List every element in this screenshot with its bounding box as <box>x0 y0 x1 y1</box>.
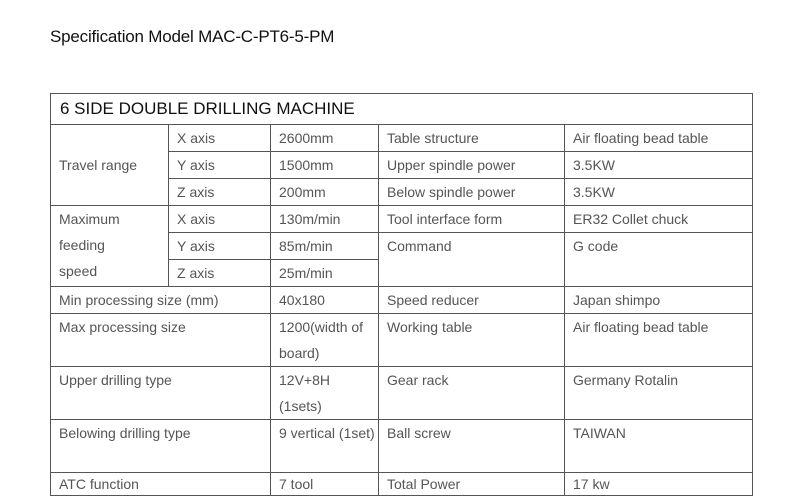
row-label: Upper drilling type <box>50 366 271 420</box>
row-value: 1200(width of board) <box>270 313 379 367</box>
spec-label: Speed reducer <box>378 286 565 314</box>
row-label: Max processing size <box>50 313 271 367</box>
feeding-label-line: speed <box>59 263 98 279</box>
spec-label: Command <box>378 232 565 287</box>
spec-value: Japan shimpo <box>563 286 754 314</box>
axis-value: 130m/min <box>270 205 379 233</box>
spec-label: Upper spindle power <box>378 151 565 179</box>
row-label: Min processing size (mm) <box>50 286 271 314</box>
row-label: ATC function <box>50 472 271 496</box>
spec-table: 6 SIDE DOUBLE DRILLING MACHINE Travel ra… <box>49 93 754 496</box>
spec-value: TAIWAN <box>563 419 754 473</box>
axis-value: 25m/min <box>270 259 379 287</box>
feeding-label-line: feeding <box>59 237 105 253</box>
row-value: 12V+8H (1sets) <box>270 366 379 420</box>
spec-value: 3.5KW <box>563 178 754 206</box>
spec-value: Air floating bead table <box>563 313 754 367</box>
table-row: Belowing drilling type 9 vertical (1set)… <box>50 419 754 473</box>
spec-label: Total Power <box>378 472 565 496</box>
axis-label: Z axis <box>168 259 271 287</box>
spec-value: G code <box>563 232 754 287</box>
axis-label: Y axis <box>168 151 271 179</box>
spec-label: Tool interface form <box>378 205 565 233</box>
spec-label: Gear rack <box>378 366 565 420</box>
spec-label: Ball screw <box>378 419 565 473</box>
axis-label: Y axis <box>168 232 271 260</box>
table-row: Max processing size 1200(width of board)… <box>50 313 754 367</box>
spec-value: Germany Rotalin <box>563 366 754 420</box>
table-row: Z axis 25m/min <box>51 259 753 287</box>
axis-value: 1500mm <box>270 151 379 179</box>
axis-label: X axis <box>168 205 271 233</box>
spec-label: Table structure <box>378 124 565 152</box>
travel-range-label: Travel range <box>50 124 169 206</box>
axis-value: 85m/min <box>270 232 379 260</box>
spec-label: Below spindle power <box>378 178 565 206</box>
table-heading-row: 6 SIDE DOUBLE DRILLING MACHINE <box>49 93 754 125</box>
feeding-label-line: Maximum <box>59 211 120 227</box>
table-row: Maximum feeding speed X axis 130m/min To… <box>50 205 754 287</box>
row-value: 9 vertical (1set) <box>270 419 379 473</box>
row-label: Belowing drilling type <box>50 419 271 473</box>
spec-value: 3.5KW <box>563 151 754 179</box>
row-value: 7 tool <box>270 472 379 496</box>
axis-label: Z axis <box>168 178 271 206</box>
axis-value: 2600mm <box>270 124 379 152</box>
page-title: Specification Model MAC-C-PT6-5-PM <box>50 27 335 46</box>
row-value: 40x180 <box>270 286 379 314</box>
spec-value: 17 kw <box>563 472 754 496</box>
table-row: Travel range X axis 2600mm Table structu… <box>50 124 754 206</box>
axis-value: 200mm <box>270 178 379 206</box>
table-row: Y axis 1500mm Upper spindle power 3.5KW <box>51 151 754 179</box>
spec-value: Air floating bead table <box>563 124 754 152</box>
table-row: Y axis 85m/min Command G code <box>51 232 754 287</box>
table-row: Min processing size (mm) 40x180 Speed re… <box>50 286 754 314</box>
table-row: Z axis 200mm Below spindle power 3.5KW <box>51 178 754 206</box>
axis-label: X axis <box>168 124 271 152</box>
feeding-speed-label: Maximum feeding speed <box>50 205 169 287</box>
table-row: Upper drilling type 12V+8H (1sets) Gear … <box>50 366 754 420</box>
spec-value: ER32 Collet chuck <box>563 205 754 233</box>
table-heading: 6 SIDE DOUBLE DRILLING MACHINE <box>49 93 754 125</box>
spec-label: Working table <box>378 313 565 367</box>
table-row: ATC function 7 tool Total Power 17 kw <box>50 472 754 496</box>
